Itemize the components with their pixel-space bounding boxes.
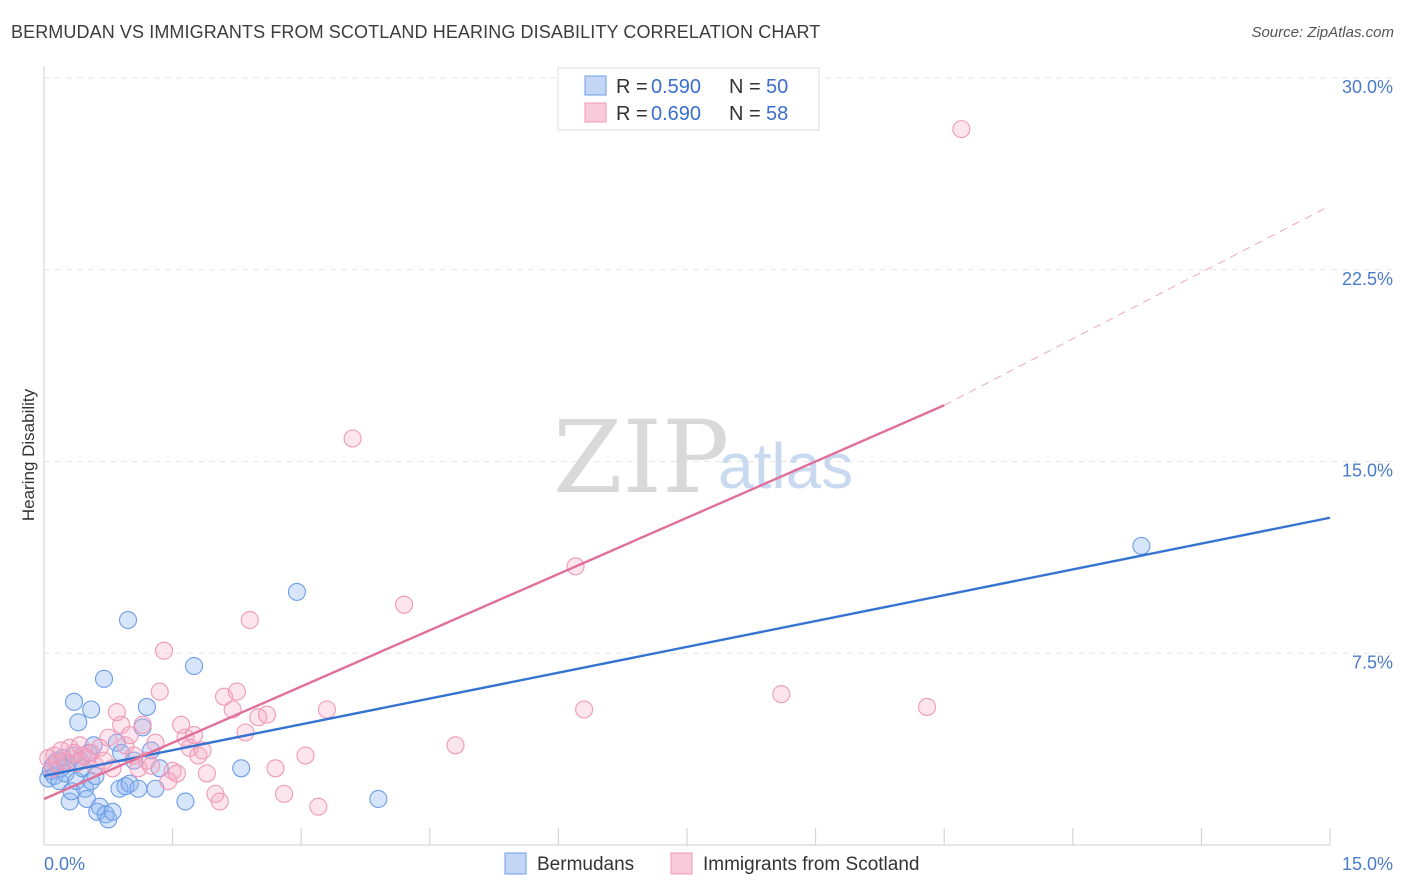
watermark-atlas: atlas [718, 430, 853, 502]
bottom-legend-label-bermudans: Bermudans [537, 854, 634, 875]
scotland-point [133, 715, 152, 734]
legend-r-label-1: R = [616, 76, 648, 98]
scotland-point [275, 784, 294, 803]
scotland-point [257, 705, 276, 724]
bermudan-trend-line [43, 516, 1331, 778]
stats-legend: R = 0.590 N = 50 R = 0.690 N = 58 [557, 67, 820, 131]
bermudan-point [120, 774, 139, 793]
y-tick-label: 22.5% [1342, 269, 1393, 289]
legend-n-value-2: 58 [766, 103, 788, 125]
scotland-point [446, 736, 465, 755]
scotland-point [296, 746, 315, 765]
bermudan-point [129, 779, 148, 798]
scotland-point [120, 726, 139, 745]
legend-swatch-scotland [584, 102, 607, 123]
legend-n-label-2: N = [729, 103, 761, 125]
legend-swatch-bermudans [584, 75, 607, 96]
scotland-point [309, 797, 328, 816]
y-tick-label: 30.0% [1342, 77, 1393, 97]
scotland-point [240, 610, 259, 630]
bottom-legend-label-scotland: Immigrants from Scotland [703, 854, 919, 875]
chart-title: BERMUDAN VS IMMIGRANTS FROM SCOTLAND HEA… [11, 22, 821, 42]
y-axis-label: Hearing Disability [19, 388, 38, 521]
bermudan-point [82, 700, 101, 719]
legend-n-value-1: 50 [766, 76, 788, 98]
grid-lines [44, 77, 1395, 654]
data-points [39, 120, 1151, 829]
scotland-point [952, 120, 971, 139]
bermudan-point [94, 669, 114, 688]
scotland-point [575, 700, 594, 719]
bottom-legend-swatch-scotland [670, 852, 693, 875]
watermark-zip: ZIP [553, 399, 729, 516]
bermudan-point [96, 805, 115, 824]
bermudan-point [232, 759, 251, 778]
scotland-point [197, 764, 216, 783]
bermudan-point [287, 582, 306, 601]
scotland-point [167, 764, 186, 783]
axes [43, 66, 1331, 846]
x-tick-label-min: 0.0% [44, 854, 85, 874]
scotland-point [343, 429, 362, 448]
bermudan-point [103, 802, 122, 821]
scotland-point [210, 792, 229, 811]
scotland-trend-line [43, 404, 945, 801]
scotland-point [266, 759, 285, 778]
tick-labels: 7.5% 15.0% 22.5% 30.0% 0.0% 15.0% [44, 77, 1393, 874]
scotland-point [395, 595, 414, 614]
scotland-point [142, 756, 161, 775]
scotland-trend-extension [943, 205, 1331, 406]
bermudan-point [184, 656, 204, 676]
source-label: Source: ZipAtlas.com [1251, 24, 1394, 41]
legend-r-value-2: 0.690 [651, 103, 701, 125]
scotland-point [317, 700, 336, 719]
bermudan-point [369, 789, 388, 809]
bermudan-point [176, 792, 195, 811]
scotland-point [99, 728, 118, 747]
legend-n-label-1: N = [729, 76, 761, 98]
scotland-point [227, 682, 246, 701]
y-tick-label: 15.0% [1342, 461, 1393, 481]
scotland-point [150, 682, 169, 701]
y-tick-label: 7.5% [1352, 652, 1393, 672]
bermudan-point [137, 697, 156, 716]
legend-r-label-2: R = [616, 103, 648, 125]
scotland-point [918, 697, 937, 716]
scotland-point [154, 641, 174, 660]
bermudan-point [118, 610, 138, 630]
scotland-point [772, 685, 791, 704]
legend-r-value-1: 0.590 [651, 76, 701, 98]
scotland-point [236, 723, 255, 742]
x-tick-label-max: 15.0% [1342, 854, 1393, 874]
bottom-legend-swatch-bermudans [504, 852, 527, 875]
bermudan-point [1132, 536, 1151, 555]
series-legend: Bermudans Immigrants from Scotland [504, 852, 919, 875]
bermudan-point [64, 692, 84, 711]
bermudan-point [69, 713, 88, 732]
trend-lines [43, 205, 1331, 801]
